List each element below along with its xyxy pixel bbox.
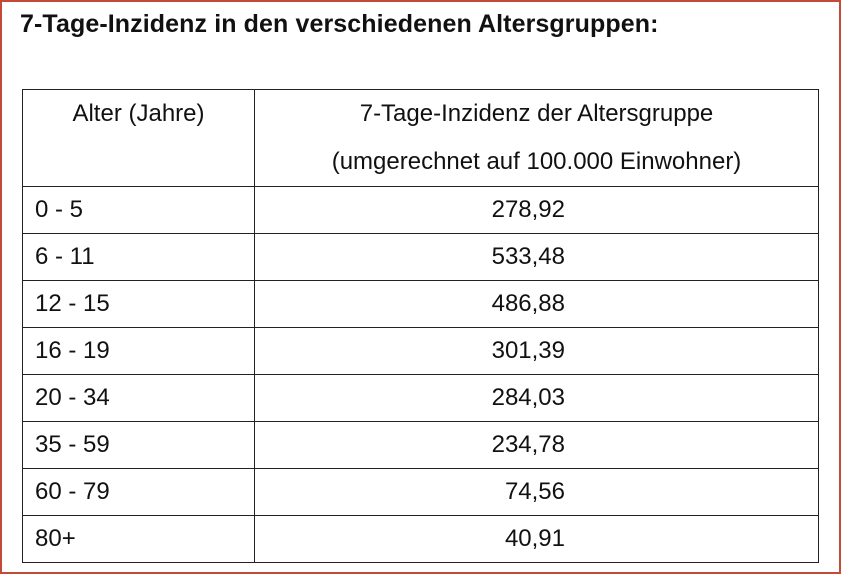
- incidence-cell: 74,56: [254, 468, 819, 516]
- age-cell: 80+: [22, 515, 255, 563]
- incidence-value: 284,03: [491, 384, 565, 411]
- table-row: 12 - 15 486,88: [22, 280, 819, 328]
- incidence-value: 533,48: [491, 243, 565, 270]
- table-row: 20 - 34 284,03: [22, 374, 819, 422]
- incidence-cell: 301,39: [254, 327, 819, 375]
- incidence-cell: 486,88: [254, 280, 819, 328]
- table-row: 0 - 5 278,92: [22, 186, 819, 234]
- incidence-value: 234,78: [491, 431, 565, 458]
- incidence-cell: 533,48: [254, 233, 819, 281]
- age-cell: 16 - 19: [22, 327, 255, 375]
- age-cell: 6 - 11: [22, 233, 255, 281]
- header-incidence-line1: 7-Tage-Inzidenz der Altersgruppe: [359, 100, 714, 127]
- header-incidence: 7-Tage-Inzidenz der Altersgruppe (umgere…: [254, 89, 819, 187]
- incidence-value: 486,88: [491, 290, 565, 317]
- age-cell: 35 - 59: [22, 421, 255, 469]
- page-title: 7-Tage-Inzidenz in den verschiedenen Alt…: [20, 10, 659, 38]
- table-row: 35 - 59 234,78: [22, 421, 819, 469]
- header-age-label: Alter (Jahre): [72, 100, 205, 127]
- incidence-value: 301,39: [491, 337, 565, 364]
- table-header-row: Alter (Jahre) 7-Tage-Inzidenz der Alters…: [22, 89, 819, 187]
- table-row: 80+ 40,91: [22, 515, 819, 563]
- age-cell: 20 - 34: [22, 374, 255, 422]
- age-cell: 60 - 79: [22, 468, 255, 516]
- incidence-value: 278,92: [491, 196, 565, 223]
- incidence-cell: 278,92: [254, 186, 819, 234]
- incidence-cell: 234,78: [254, 421, 819, 469]
- age-cell: 0 - 5: [22, 186, 255, 234]
- incidence-cell: 40,91: [254, 515, 819, 563]
- header-age: Alter (Jahre): [22, 89, 255, 187]
- table-row: 16 - 19 301,39: [22, 327, 819, 375]
- header-incidence-line2: (umgerechnet auf 100.000 Einwohner): [331, 148, 742, 175]
- table-row: 6 - 11 533,48: [22, 233, 819, 281]
- incidence-cell: 284,03: [254, 374, 819, 422]
- age-cell: 12 - 15: [22, 280, 255, 328]
- incidence-value: 40,91: [504, 525, 565, 552]
- incidence-value: 74,56: [504, 478, 565, 505]
- table-row: 60 - 79 74,56: [22, 468, 819, 516]
- incidence-table: Alter (Jahre) 7-Tage-Inzidenz der Alters…: [22, 89, 819, 563]
